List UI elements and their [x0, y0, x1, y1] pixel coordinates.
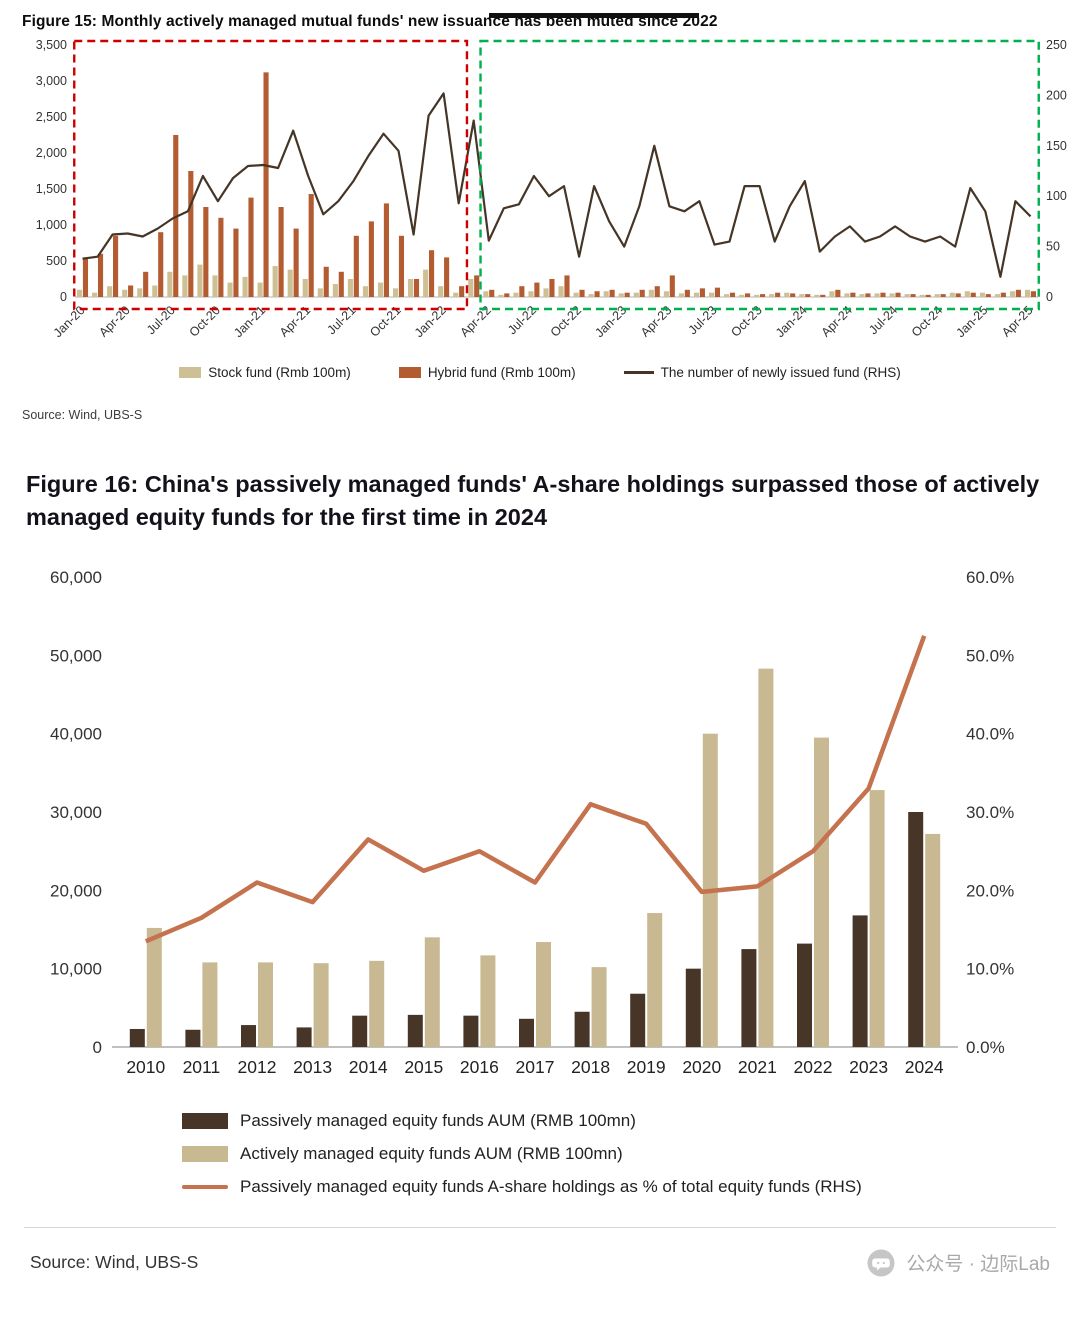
active-aum-swatch [182, 1145, 228, 1162]
svg-text:20.0%: 20.0% [966, 881, 1014, 900]
fig16-legend-active: Actively managed equity funds AUM (RMB 1… [182, 1144, 1080, 1164]
fig16-chart-wrap: 0 10,000 20,000 30,000 40,000 50,000 60,000 0.0… [0, 555, 1080, 1085]
svg-text:0.0%: 0.0% [966, 1038, 1005, 1057]
watermark-text: 公众号 · 边际Lab [906, 1254, 1050, 1276]
svg-text:50: 50 [1046, 240, 1060, 254]
svg-text:2022: 2022 [794, 1057, 833, 1077]
svg-text:30.0%: 30.0% [966, 803, 1014, 822]
fig16-chart: 0 10,000 20,000 30,000 40,000 50,000 60,000 0.0… [50, 568, 1014, 1077]
svg-text:500: 500 [46, 254, 67, 268]
svg-text:50,000: 50,000 [50, 646, 102, 665]
svg-text:0: 0 [60, 290, 67, 304]
svg-text:0: 0 [1046, 290, 1053, 304]
fig16-legend-passive: Passively managed equity funds AUM (RMB … [182, 1111, 1080, 1131]
svg-text:100: 100 [1046, 189, 1067, 203]
svg-text:Jan-22: Jan-22 [412, 303, 449, 340]
svg-text:60.0%: 60.0% [966, 568, 1014, 587]
svg-text:Apr-23: Apr-23 [638, 303, 674, 339]
svg-text:2016: 2016 [460, 1057, 499, 1077]
svg-text:2012: 2012 [238, 1057, 277, 1077]
svg-text:60,000: 60,000 [50, 568, 102, 587]
svg-text:Jan-25: Jan-25 [954, 303, 991, 340]
svg-text:Oct-22: Oct-22 [548, 303, 584, 339]
svg-text:20,000: 20,000 [50, 881, 102, 900]
figure-15-section: Figure 15: Monthly actively managed mutu… [0, 13, 1080, 422]
svg-text:2010: 2010 [126, 1057, 165, 1077]
passive-aum-label: Passively managed equity funds AUM (RMB … [240, 1110, 636, 1130]
svg-text:40,000: 40,000 [50, 724, 102, 743]
figure-16-section: Figure 16: China's passively managed fun… [0, 468, 1080, 1278]
passive-share-line-label: Passively managed equity funds A-share h… [240, 1176, 862, 1196]
footer-divider [24, 1226, 1056, 1228]
fig16-legend-line: Passively managed equity funds A-share h… [182, 1177, 1080, 1197]
svg-text:3,000: 3,000 [36, 74, 67, 88]
svg-text:2021: 2021 [738, 1057, 777, 1077]
active-aum-label: Actively managed equity funds AUM (RMB 1… [240, 1143, 623, 1163]
watermark: 公众号 · 边际Lab [866, 1248, 1050, 1278]
svg-text:2020: 2020 [682, 1057, 721, 1077]
passive-share-line-swatch [182, 1184, 228, 1189]
svg-text:1,000: 1,000 [36, 218, 67, 232]
svg-text:2019: 2019 [627, 1057, 666, 1077]
fig15-legend-hybrid: Hybrid fund (Rmb 100m) [398, 365, 576, 380]
footer: Source: Wind, UBS-S 公众号 · 边际Lab [30, 1248, 1050, 1278]
svg-text:10,000: 10,000 [50, 959, 102, 978]
svg-text:50.0%: 50.0% [966, 646, 1014, 665]
svg-text:200: 200 [1046, 88, 1067, 102]
hybrid-fund-swatch [398, 367, 421, 378]
fig15-legend: Stock fund (Rmb 100m) Hybrid fund (Rmb 1… [0, 365, 1080, 380]
svg-text:2024: 2024 [905, 1057, 944, 1077]
fig16-source: Source: Wind, UBS-S [30, 1252, 199, 1273]
svg-text:0: 0 [93, 1038, 102, 1057]
svg-text:2017: 2017 [516, 1057, 555, 1077]
svg-text:2013: 2013 [293, 1057, 332, 1077]
fig15-source: Source: Wind, UBS-S [22, 408, 143, 422]
svg-text:3,500: 3,500 [36, 38, 67, 52]
svg-text:2015: 2015 [404, 1057, 443, 1077]
svg-text:2,000: 2,000 [36, 146, 67, 160]
svg-text:1,500: 1,500 [36, 182, 67, 196]
svg-text:2,500: 2,500 [36, 110, 67, 124]
fig15-legend-line: The number of newly issued fund (RHS) [623, 365, 901, 380]
svg-text:10.0%: 10.0% [966, 959, 1014, 978]
svg-text:30,000: 30,000 [50, 803, 102, 822]
hybrid-fund-label: Hybrid fund (Rmb 100m) [427, 365, 576, 380]
svg-text:150: 150 [1046, 139, 1067, 153]
svg-text:2023: 2023 [849, 1057, 888, 1077]
svg-text:250: 250 [1046, 38, 1067, 52]
svg-text:40.0%: 40.0% [966, 724, 1014, 743]
fig16-legend: Passively managed equity funds AUM (RMB … [182, 1111, 1080, 1197]
newly-issued-fund-label: The number of newly issued fund (RHS) [660, 365, 901, 380]
cropped-top-bar [489, 13, 699, 18]
fig15-legend-stock: Stock fund (Rmb 100m) [179, 365, 351, 380]
stock-fund-swatch [179, 367, 202, 378]
passive-aum-swatch [182, 1112, 228, 1129]
svg-text:2011: 2011 [183, 1057, 221, 1077]
stock-fund-label: Stock fund (Rmb 100m) [208, 365, 351, 380]
wechat-chat-icon [867, 1249, 895, 1277]
newly-issued-fund-swatch [623, 371, 654, 374]
svg-text:2018: 2018 [571, 1057, 610, 1077]
fig15-chart: 0 500 1,000 1,500 2,000 2,500 3,000 3,500 0 50 100… [36, 38, 1067, 340]
figure-16-title: Figure 16: China's passively managed fun… [26, 471, 1040, 531]
svg-text:2014: 2014 [349, 1057, 388, 1077]
svg-text:Apr-20: Apr-20 [96, 303, 132, 339]
